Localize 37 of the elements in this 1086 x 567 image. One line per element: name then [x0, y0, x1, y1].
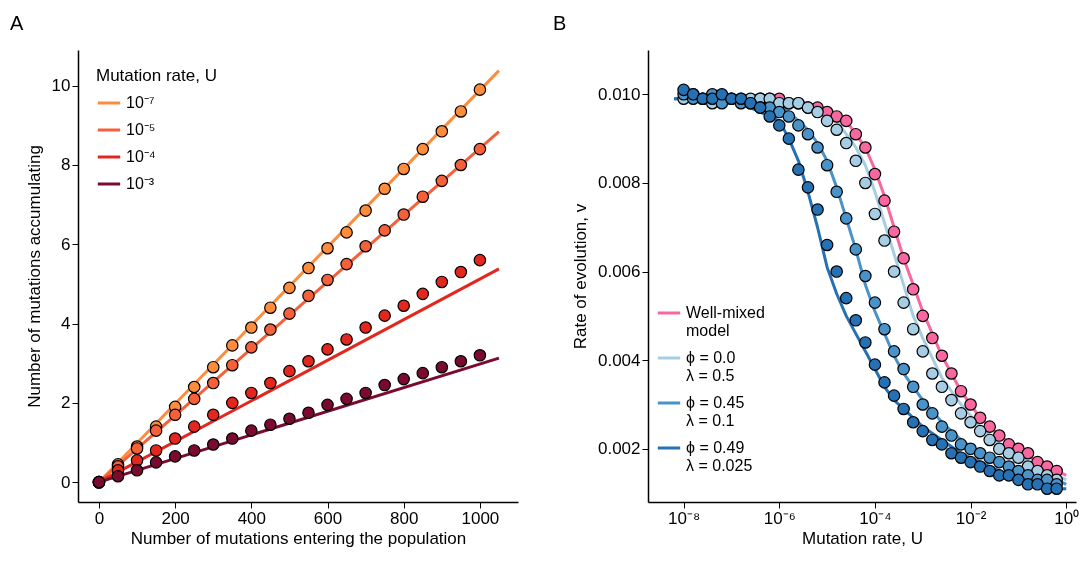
x-tick-label: 10⁰ — [1054, 508, 1080, 528]
x-axis-title: Number of mutations entering the population — [130, 528, 467, 548]
x-tick-label: 10⁻⁴ — [859, 508, 892, 528]
legend-label: Well-mixed model — [686, 304, 765, 339]
x-tick-label: 10⁻⁶ — [763, 508, 796, 528]
x-tick-label: 800 — [390, 508, 419, 528]
y-tick-label: 0.002 — [597, 439, 641, 459]
legend-label: 10⁻⁷ — [126, 94, 155, 111]
x-axis-title: Mutation rate, U — [802, 528, 923, 548]
y-tick-label: 0.008 — [597, 173, 641, 193]
chart-title: A — [10, 12, 24, 34]
y-tick-label: 2 — [61, 393, 71, 413]
chart-title: B — [553, 12, 567, 34]
y-tick-label: 0.004 — [597, 350, 641, 370]
y-tick-label: 6 — [61, 234, 71, 254]
legend-title: Mutation rate, U — [96, 66, 217, 85]
legend-label: 10⁻³ — [126, 175, 155, 192]
y-tick-label: 0.006 — [597, 262, 641, 282]
x-tick-label: 200 — [161, 508, 190, 528]
y-tick-label: 4 — [61, 314, 71, 334]
y-tick-label: 8 — [61, 155, 71, 175]
y-tick-label: 0 — [61, 472, 71, 492]
x-tick-label: 10⁻² — [955, 508, 987, 528]
x-tick-label: 1000 — [461, 508, 500, 528]
legend-label: ϕ = 0.45 λ = 0.1 — [686, 394, 745, 429]
legend-label: ϕ = 0.49 λ = 0.025 — [686, 439, 753, 474]
legend-label: 10⁻⁵ — [126, 121, 156, 138]
x-tick-label: 0 — [94, 508, 105, 528]
legend-label: 10⁻⁴ — [126, 148, 156, 165]
legend-label: ϕ = 0.0 λ = 0.5 — [686, 349, 736, 384]
x-tick-label: 400 — [237, 508, 267, 528]
x-tick-label: 10⁻⁸ — [668, 508, 701, 528]
y-tick-label: 0.010 — [597, 84, 641, 104]
x-tick-label: 600 — [313, 508, 343, 528]
y-axis-title: Number of mutations accumulating — [24, 145, 44, 408]
y-tick-label: 10 — [51, 76, 71, 96]
y-axis-title: Rate of evolution, v — [570, 203, 590, 350]
